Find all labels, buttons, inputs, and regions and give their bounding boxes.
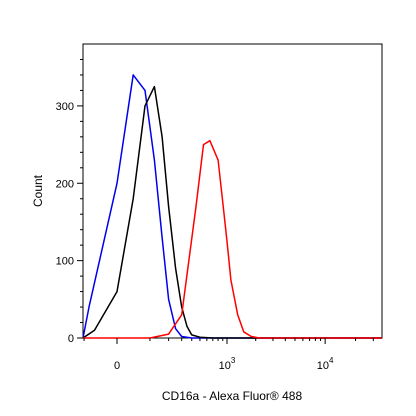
- y-axis: 0 100 200 300: [56, 58, 83, 345]
- series-line-2: [82, 85, 382, 339]
- y-tick-label: 300: [56, 101, 74, 113]
- series-line-1: [82, 74, 382, 339]
- plot-frame: [82, 43, 383, 339]
- series-line-3: [83, 139, 382, 339]
- series-group: [82, 74, 382, 339]
- x-axis: 0103104105: [83, 338, 374, 372]
- y-tick-label: 200: [56, 178, 74, 190]
- x-axis-title: CD16a - Alexa Fluor® 488: [162, 389, 303, 403]
- x-tick-label: 0: [114, 360, 120, 372]
- y-tick-label: 0: [68, 333, 74, 345]
- x-tick-label: 104: [317, 356, 334, 372]
- y-tick-label: 100: [56, 256, 74, 268]
- x-tick-label: 103: [219, 356, 236, 372]
- y-axis-title: Count: [31, 174, 45, 207]
